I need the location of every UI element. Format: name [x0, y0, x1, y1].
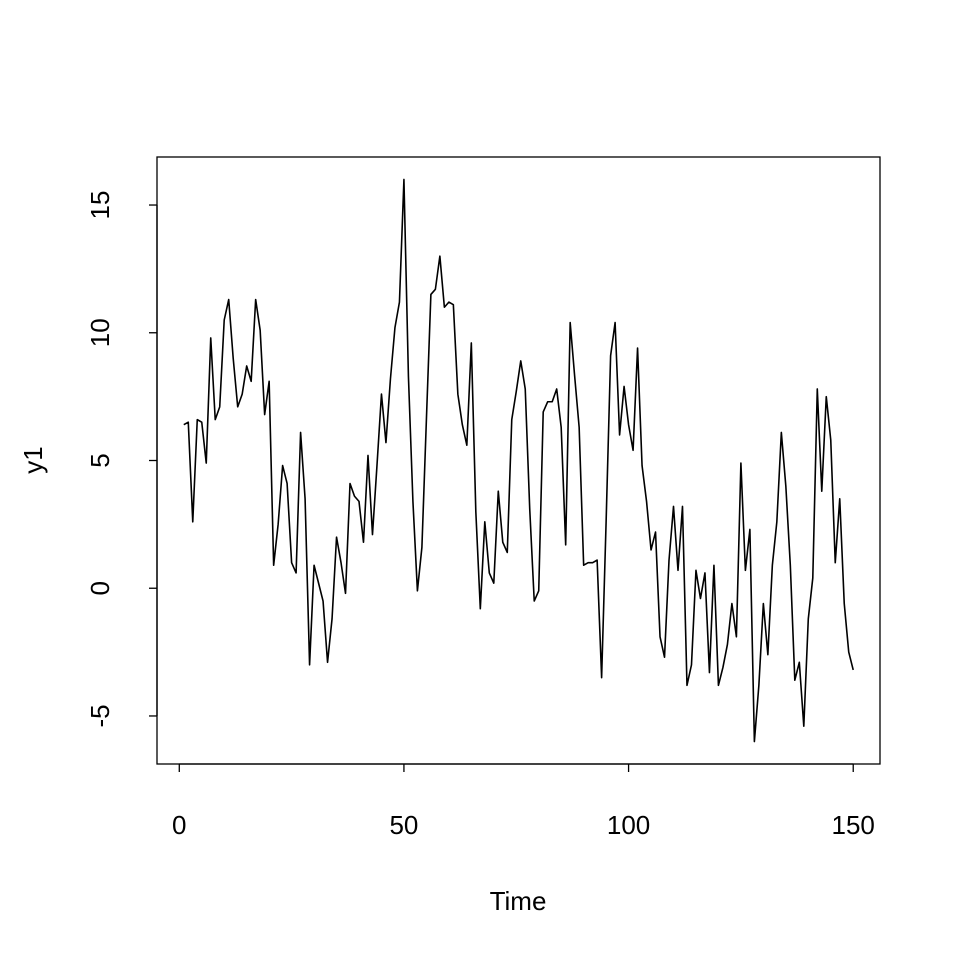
y-tick-label: 15	[85, 191, 115, 220]
x-tick-label: 100	[607, 810, 650, 840]
x-tick-label: 50	[389, 810, 418, 840]
y-axis-title: y1	[18, 446, 48, 473]
series-line	[183, 178, 854, 743]
plot-frame	[156, 156, 881, 765]
y-tick-label: 10	[85, 318, 115, 347]
x-axis-title: Time	[490, 886, 547, 916]
x-tick-label: 150	[832, 810, 875, 840]
x-tick-label: 0	[172, 810, 186, 840]
y-tick-label: 0	[85, 581, 115, 595]
y-tick-label: 5	[85, 453, 115, 467]
y-tick-label: -5	[85, 704, 115, 727]
